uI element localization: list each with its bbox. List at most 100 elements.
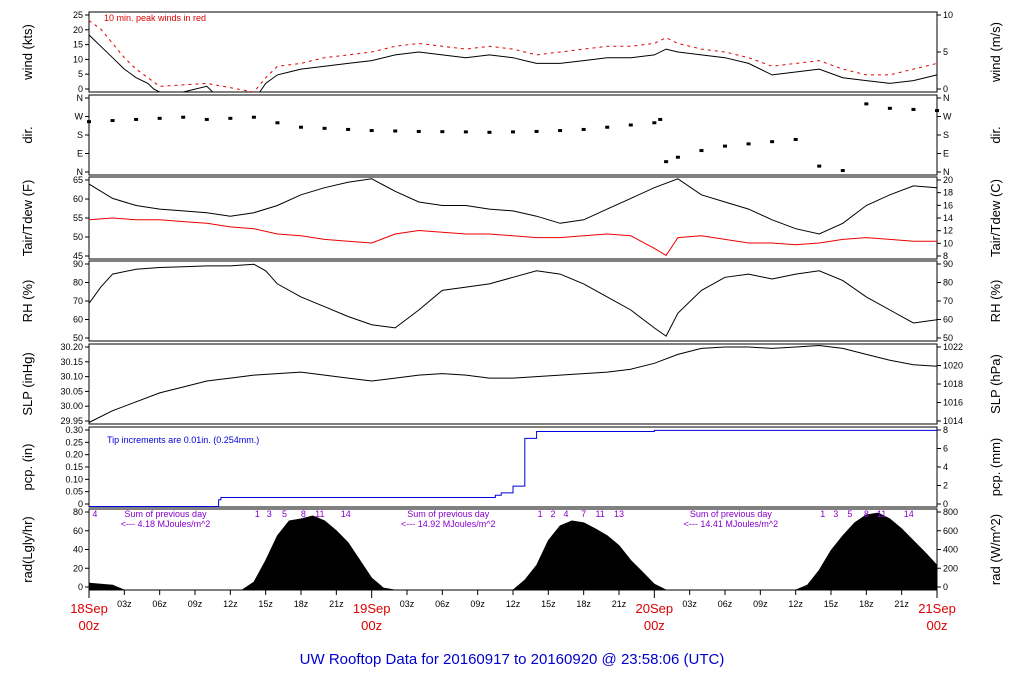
y2-tick-label: 0 (943, 582, 948, 592)
y2-tick-label: 16 (943, 200, 953, 210)
x-tick-label: 21z (894, 599, 909, 609)
date-zulu-label: 00z (79, 618, 100, 633)
y2-axis-label: wind (m/s) (988, 22, 1003, 83)
dir-point (251, 115, 256, 119)
dir-point (87, 120, 91, 124)
rad-hour-label: 11 (595, 509, 604, 519)
rad-hour-label: 3 (833, 509, 838, 519)
panel-frame (88, 11, 938, 93)
dir-point (487, 130, 492, 134)
y-axis-label: Tair/Tdew (F) (20, 180, 35, 257)
peak-wind-line (88, 20, 938, 93)
y2-tick-label: 6 (943, 444, 948, 454)
y-tick-label: 0 (78, 499, 83, 509)
y2-tick-label: 4 (943, 462, 948, 472)
dir-point (581, 127, 586, 131)
y-tick-label: 70 (73, 296, 83, 306)
y-tick-label: 0.10 (65, 474, 83, 484)
x-tick-label: 03z (400, 599, 415, 609)
y-tick-label: E (77, 149, 83, 159)
y2-tick-label: 600 (943, 526, 958, 536)
y2-tick-label: 1014 (943, 416, 963, 426)
y-axis-label: wind (kts) (20, 24, 35, 81)
x-tick-label: 15z (541, 599, 556, 609)
y-tick-label: 90 (73, 259, 83, 269)
dir-point (911, 107, 916, 111)
y-tick-label: 10 (73, 54, 83, 64)
dir-point (181, 115, 186, 119)
x-tick-label: 21z (329, 599, 344, 609)
dir-point (864, 102, 869, 106)
panel-frame (88, 94, 938, 176)
rad-hour-label: 7 (581, 509, 586, 519)
panel-frame (88, 260, 938, 342)
date-label: 19Sep (353, 601, 391, 616)
y2-axis-label: SLP (hPa) (988, 354, 1003, 414)
y-tick-label: 80 (73, 507, 83, 517)
x-tick-label: 15z (824, 599, 839, 609)
dir-point (534, 129, 539, 133)
y-tick-label: S (77, 130, 83, 140)
y2-tick-label: S (943, 130, 949, 140)
rh-line (88, 263, 938, 337)
y-tick-label: W (75, 112, 84, 122)
precip-line (88, 429, 937, 508)
rad-hour-label: 1 (538, 509, 543, 519)
y-tick-label: 0 (78, 582, 83, 592)
dir-point (793, 137, 798, 141)
x-tick-label: 06z (152, 599, 167, 609)
dir-point (204, 117, 209, 121)
x-tick-label: 06z (718, 599, 733, 609)
rad-hour-label: 2 (551, 509, 556, 519)
y-tick-label: 0.05 (65, 487, 83, 497)
slp-line (88, 344, 938, 423)
y-tick-label: 30.20 (60, 342, 83, 352)
y-tick-label: 45 (73, 251, 83, 261)
dewpoint-line (88, 217, 937, 257)
x-tick-label: 09z (188, 599, 203, 609)
y2-tick-label: 10 (943, 10, 953, 20)
y-tick-label: 55 (73, 213, 83, 223)
date-zulu-label: 00z (361, 618, 382, 633)
y2-tick-label: 400 (943, 545, 958, 555)
y-tick-label: 25 (73, 10, 83, 20)
y-tick-label: 0.15 (65, 462, 83, 472)
dir-point (558, 129, 563, 133)
rad-hour-label: 5 (282, 509, 287, 519)
dir-point (628, 123, 633, 127)
dir-point (416, 129, 421, 133)
date-zulu-label: 00z (927, 618, 948, 633)
y2-tick-label: 60 (943, 315, 953, 325)
dir-point (840, 169, 845, 173)
rad-hour-label: 11 (315, 509, 324, 519)
panel-frame (88, 508, 938, 591)
y2-tick-label: 1022 (943, 342, 963, 352)
rad-hour-label: 8 (301, 509, 306, 519)
y2-tick-label: 14 (943, 213, 953, 223)
rad-hour-label: 5 (847, 509, 852, 519)
date-label: 21Sep (918, 601, 956, 616)
y-tick-label: 20 (73, 563, 83, 573)
y-tick-label: 29.95 (60, 416, 83, 426)
rad-hour-label: 4 (563, 509, 568, 519)
air-temp-line (88, 178, 938, 235)
date-label: 18Sep (70, 601, 108, 616)
y2-axis-label: pcp. (mm) (988, 438, 1003, 497)
y2-tick-label: N (943, 167, 950, 177)
dir-point (275, 121, 280, 125)
dir-point (723, 144, 727, 148)
precip-note: Tip increments are 0.01in. (0.254mm.) (107, 435, 259, 445)
x-tick-label: 03z (682, 599, 697, 609)
rad-sum-label: Sum of previous day (125, 509, 208, 519)
y2-tick-label: 800 (943, 507, 958, 517)
y-tick-label: 0 (78, 84, 83, 94)
rad-sum-value: <--- 14.41 MJoules/m^2 (684, 519, 779, 529)
dir-point (346, 127, 351, 131)
dir-point (675, 155, 680, 159)
dir-point (157, 116, 162, 120)
y2-tick-label: 8 (943, 251, 948, 261)
dir-point (369, 129, 374, 133)
y-axis-label: pcp. (in) (20, 444, 35, 491)
rad-hour-label: 1 (255, 509, 260, 519)
